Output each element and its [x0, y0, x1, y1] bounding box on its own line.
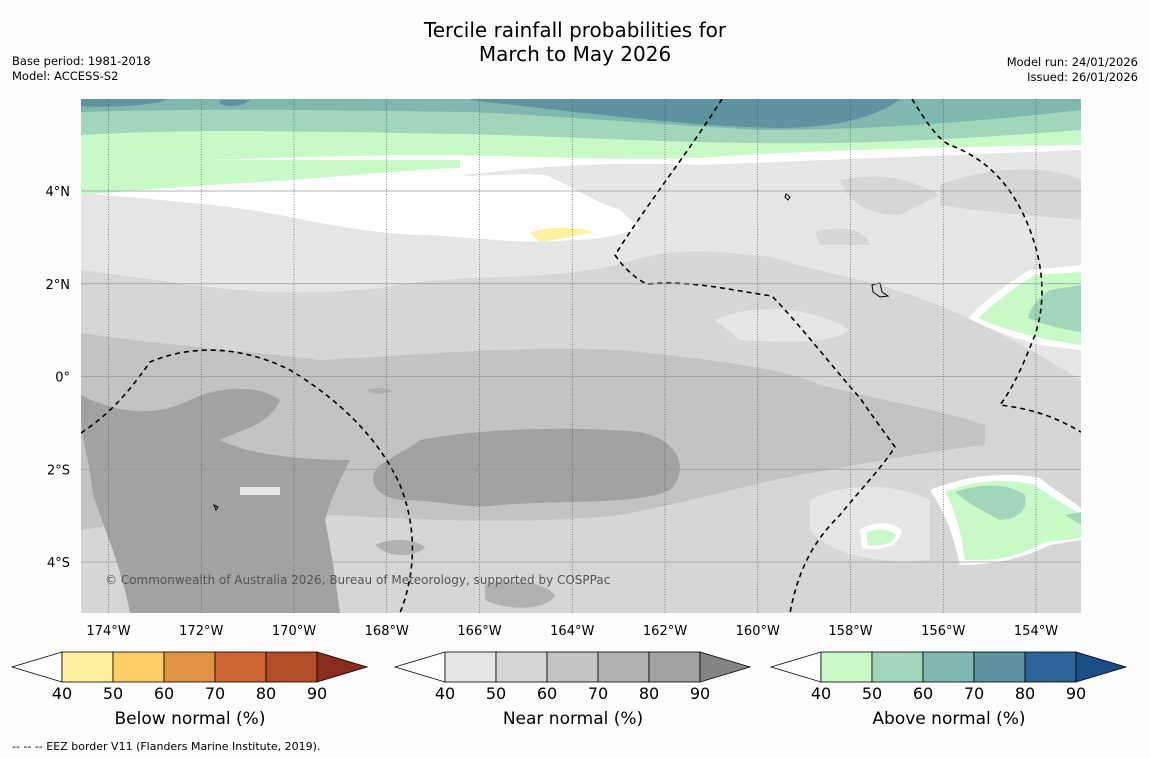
colorbar-tick-label: 90 [1066, 684, 1086, 703]
lon-tick-label: 166°W [457, 624, 501, 639]
map-fields [81, 99, 1081, 613]
model-run: Model run: 24/01/2026 [1006, 55, 1138, 69]
colorbar-segment [316, 651, 369, 683]
lat-tick-label: 0° [55, 371, 70, 386]
colorbar-tick-label: 80 [256, 684, 276, 703]
colorbar-segment [1075, 651, 1128, 683]
colorbar-segment [112, 651, 165, 683]
title-line-2: March to May 2026 [478, 42, 672, 66]
colorbar-segment [546, 651, 599, 683]
map-title: Tercile rainfall probabilities for March… [0, 18, 1150, 66]
base-period: Base period: 1981-2018 [12, 54, 151, 68]
colorbar-tick-label: 50 [486, 684, 506, 703]
colorbar-segment [163, 651, 216, 683]
colorbar-tick-label: 40 [52, 684, 72, 703]
colorbar-segment [871, 651, 924, 683]
lon-tick-label: 158°W [828, 624, 872, 639]
colorbar-legend: 40 50 60 70 80 90 [10, 651, 369, 703]
lon-tick-label: 170°W [272, 624, 316, 639]
lat-tick-label: 4°S [47, 556, 70, 571]
legend-label-near: Near normal (%) [502, 709, 644, 729]
legend-label-above: Above normal (%) [872, 709, 1026, 729]
colorbar-segment [820, 651, 873, 683]
colorbar-segment [1024, 651, 1077, 683]
colorbar-segment [922, 651, 975, 683]
colorbar-tick-label: 60 [537, 684, 557, 703]
meta-left: Base period: 1981-2018 Model: ACCESS-S2 [12, 54, 151, 84]
colorbar-segment [699, 651, 752, 683]
colorbar-tick-label: 70 [588, 684, 608, 703]
model-name: Model: ACCESS-S2 [12, 69, 119, 83]
lon-tick-label: 164°W [550, 624, 594, 639]
colorbar-segment [973, 651, 1026, 683]
legend-label-below: Below normal (%) [114, 709, 266, 729]
colorbar-tick-label: 60 [913, 684, 933, 703]
lat-tick-label: 4°N [46, 185, 71, 200]
lat-tick-label: 2°N [46, 278, 71, 293]
lat-tick-label: 2°S [47, 463, 70, 478]
lon-tick-label: 168°W [365, 624, 409, 639]
colorbar-segment [214, 651, 267, 683]
colorbar-tick-label: 40 [435, 684, 455, 703]
colorbar-segment [597, 651, 650, 683]
colorbar-tick-label: 70 [205, 684, 225, 703]
lon-tick-label: 174°W [86, 624, 130, 639]
lon-tick-label: 162°W [643, 624, 687, 639]
lon-tick-label: 154°W [1014, 624, 1058, 639]
lon-tick-label: 172°W [179, 624, 223, 639]
colorbar-tick-label: 80 [639, 684, 659, 703]
lon-tick-label: 156°W [921, 624, 965, 639]
colorbar-segment [648, 651, 701, 683]
colorbar-tick-label: 90 [690, 684, 710, 703]
copyright-text: © Commonwealth of Australia 2026, Bureau… [105, 573, 610, 587]
colorbar-legend: 40 50 60 70 80 90 [393, 651, 752, 703]
lon-tick-label: 160°W [736, 624, 780, 639]
colorbar-segment [265, 651, 318, 683]
colorbar-tick-label: 80 [1015, 684, 1035, 703]
colorbar-segment [61, 651, 114, 683]
eez-footnote: -- -- -- EEZ border V11 (Flanders Marine… [12, 740, 321, 753]
colorbar-tick-label: 40 [811, 684, 831, 703]
colorbar-tick-label: 50 [862, 684, 882, 703]
colorbar-legend: 40 50 60 70 80 90 [769, 651, 1128, 703]
title-line-1: Tercile rainfall probabilities for [423, 18, 727, 42]
gridlines [108, 99, 1037, 613]
issued-date: Issued: 26/01/2026 [1027, 70, 1138, 84]
colorbar-tick-label: 70 [964, 684, 984, 703]
colorbar-tick-label: 50 [103, 684, 123, 703]
colorbar-tick-label: 60 [154, 684, 174, 703]
colorbar-tick-label: 90 [307, 684, 327, 703]
meta-right: Model run: 24/01/2026 Issued: 26/01/2026 [1007, 55, 1138, 85]
colorbar-segment [444, 651, 497, 683]
latitude-gridlines [81, 190, 1081, 563]
